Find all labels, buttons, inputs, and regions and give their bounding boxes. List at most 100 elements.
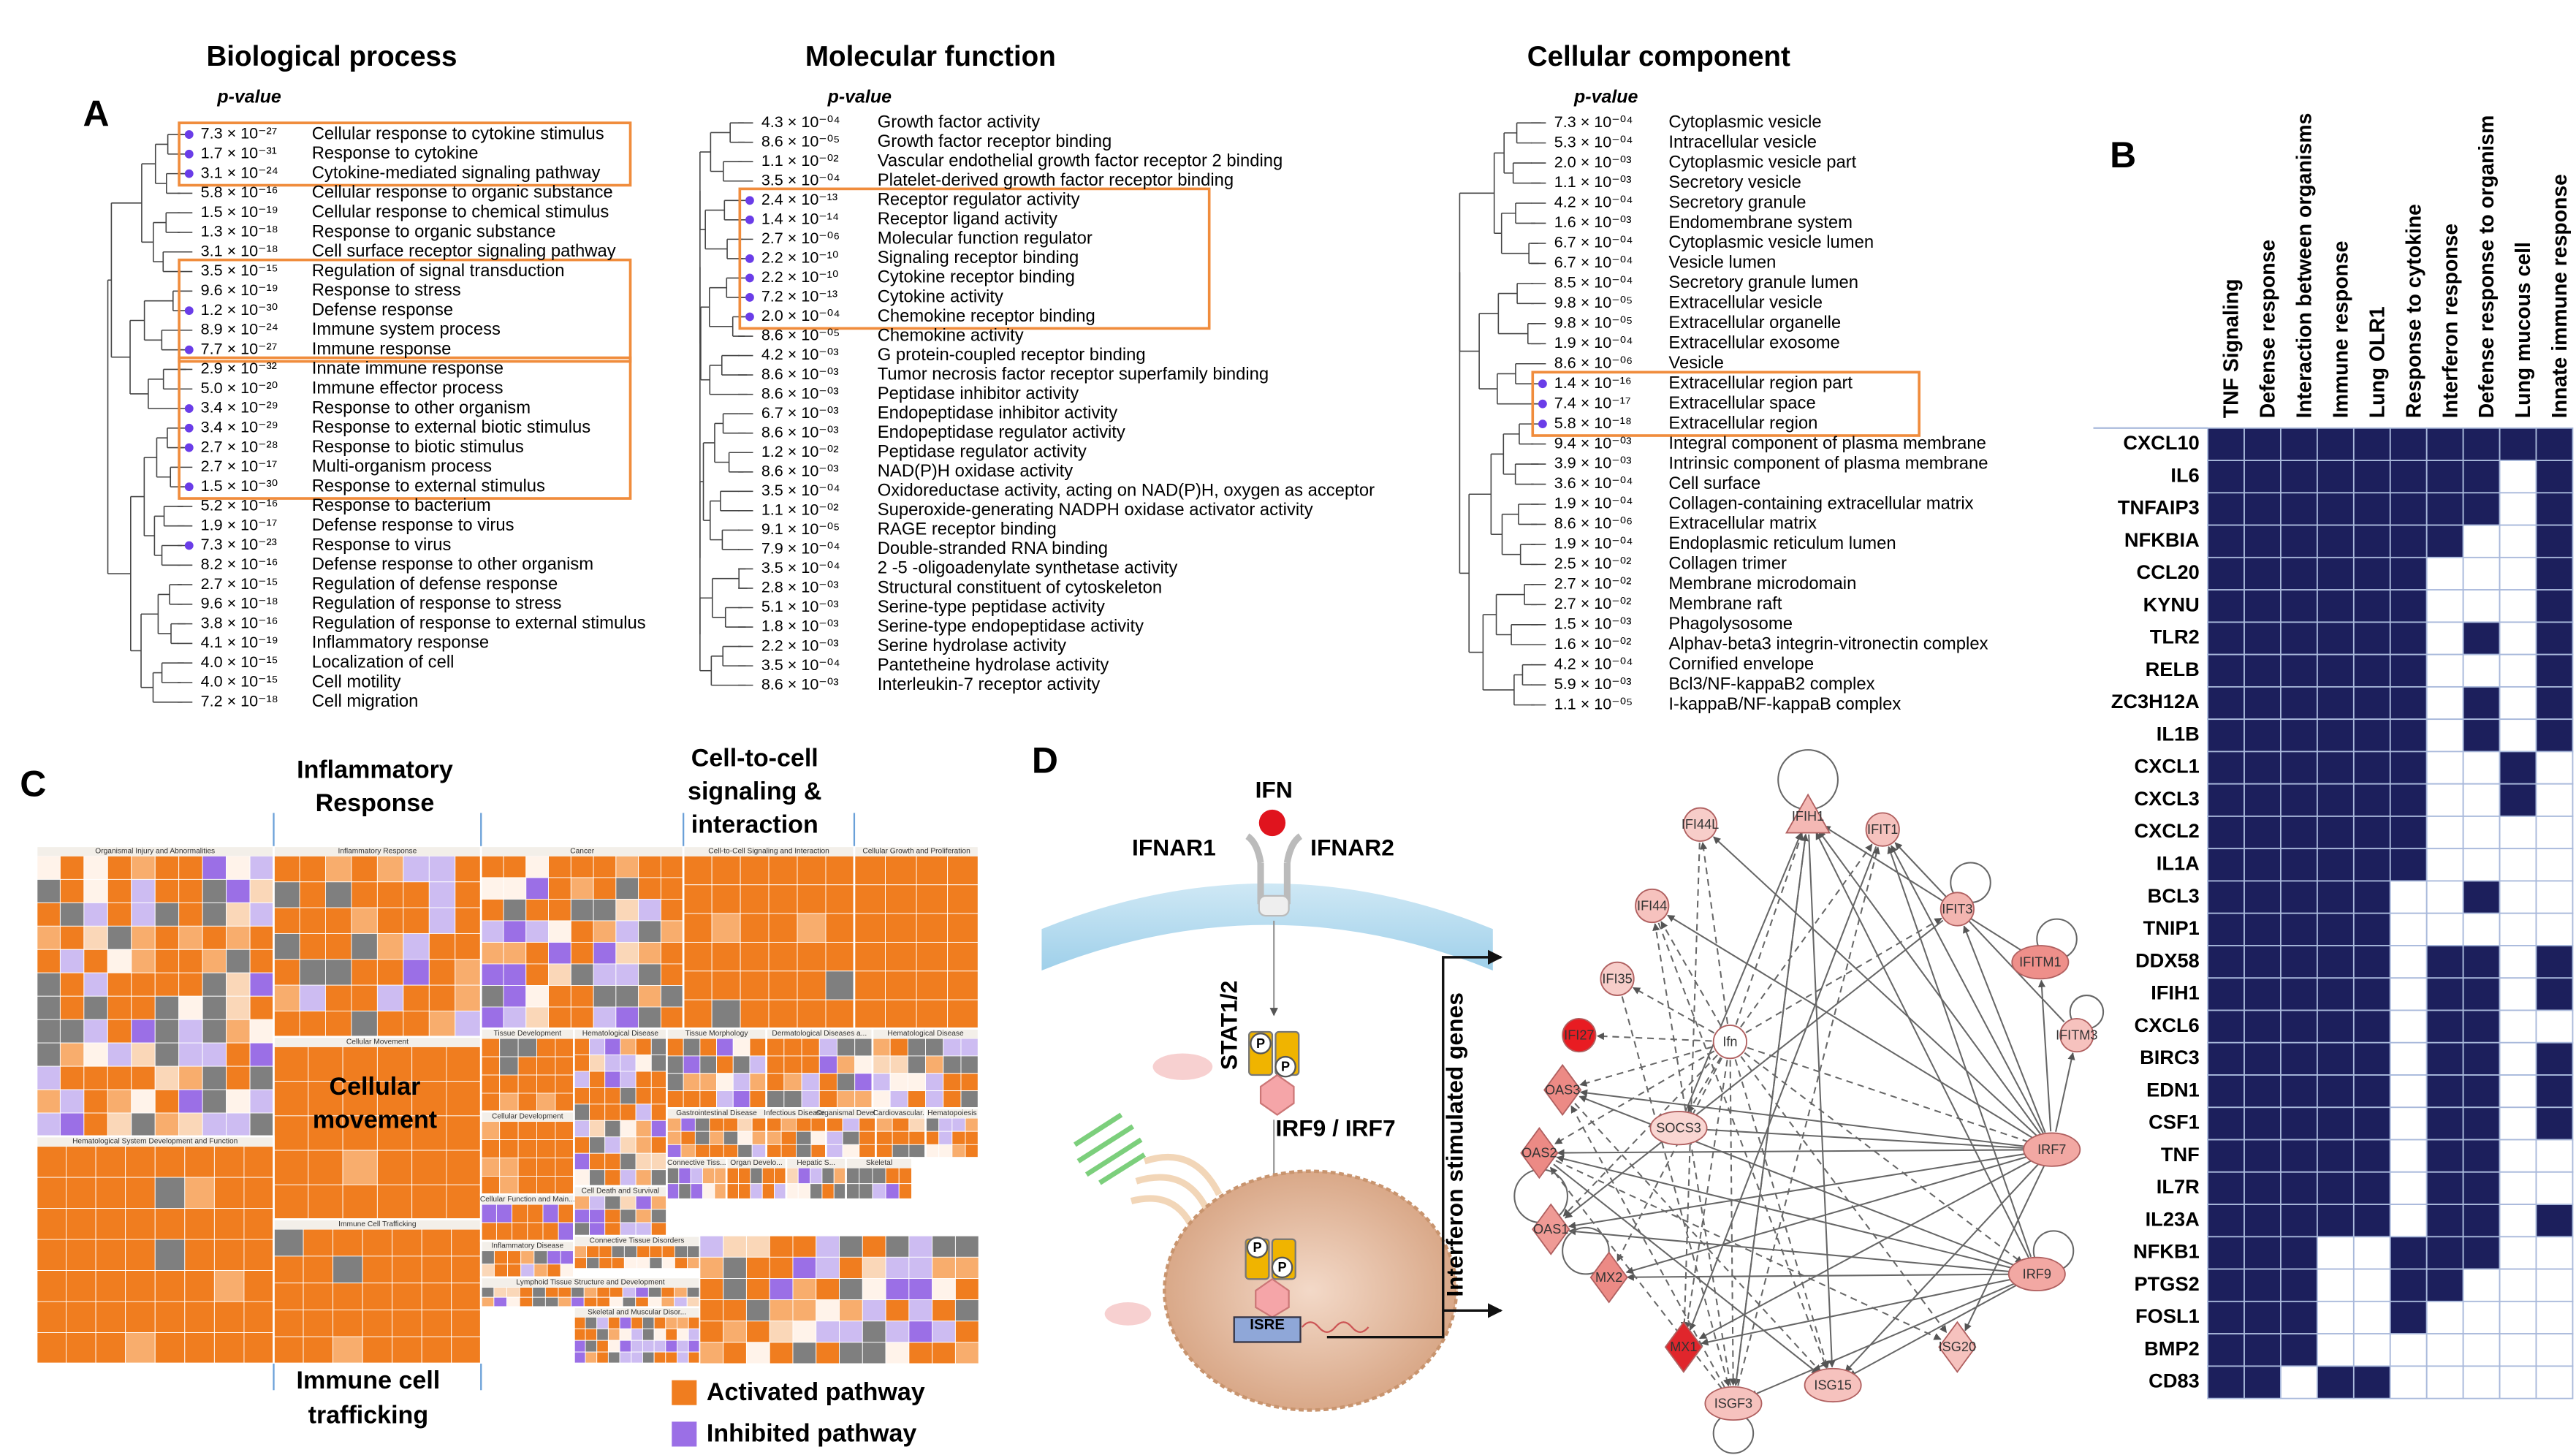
p-value: 9.4 × 10⁻⁰³ [1554, 433, 1632, 452]
treemap-cell [792, 1235, 817, 1258]
panel-label: C [20, 763, 46, 804]
matrix-cell [2317, 880, 2355, 914]
term-name: Bcl3/NF-kappaB2 complex [1668, 674, 1874, 694]
treemap-cell [732, 1055, 751, 1074]
section-header [36, 846, 274, 856]
treemap-cell [766, 1073, 785, 1092]
treemap-cell [517, 1074, 537, 1094]
treemap-cell [520, 1264, 535, 1278]
treemap-cell [596, 1328, 609, 1341]
treemap-cell [36, 1239, 67, 1271]
treemap-cell [517, 1158, 537, 1177]
treemap-cell [570, 898, 594, 922]
treemap-cell [184, 1146, 215, 1178]
treemap-cell [544, 1287, 559, 1298]
treemap-cell [615, 920, 639, 943]
p-value: 2.7 × 10⁻¹⁷ [201, 457, 278, 475]
treemap-cell [925, 1117, 940, 1132]
treemap-cell [619, 1340, 632, 1353]
treemap-cell [83, 855, 108, 880]
matrix-cell [2462, 912, 2501, 946]
treemap-cell [951, 1117, 966, 1132]
matrix-cell [2499, 1171, 2537, 1205]
matrix-cell [2243, 621, 2281, 656]
highlight-dot [184, 482, 194, 492]
gene-label: TNIP1 [2143, 916, 2200, 939]
treemap-cell [36, 1270, 67, 1302]
term-name: Platelet-derived growth factor receptor … [878, 170, 1234, 190]
treemap-cell [131, 925, 156, 950]
treemap-cell [178, 949, 203, 973]
matrix-cell [2425, 1041, 2464, 1076]
treemap-cell [650, 1152, 667, 1171]
treemap-cell [95, 1177, 126, 1209]
treemap-cell [303, 1309, 334, 1337]
matrix-cell [2207, 880, 2245, 914]
section-label: Cellular Development [492, 1112, 563, 1120]
matrix-cell [2243, 751, 2281, 785]
treemap-cell [604, 1136, 621, 1154]
treemap-cell [683, 1090, 701, 1109]
treemap-cell [797, 855, 827, 886]
treemap-section: Hematological Disease [572, 1027, 668, 1188]
term-name: Immune response [312, 339, 452, 359]
treemap-cell [548, 898, 571, 922]
treemap-cell [573, 1103, 590, 1121]
matrix-cell [2280, 653, 2318, 688]
matrix-cell [2389, 621, 2428, 656]
treemap-cell [480, 984, 504, 1008]
matrix-cell [2425, 1074, 2464, 1109]
treemap-cell [825, 999, 855, 1029]
treemap-cell [635, 1169, 652, 1187]
treemap-cell [480, 963, 504, 986]
p-value: 1.9 × 10⁻⁰⁴ [1554, 534, 1633, 552]
treemap-cell [362, 1283, 393, 1310]
treemap-cell [650, 1120, 667, 1138]
term-name: NAD(P)H oxidase activity [878, 461, 1074, 481]
treemap-cell [816, 1235, 840, 1258]
matrix-cell [2317, 492, 2355, 526]
treemap-cell [797, 1167, 811, 1185]
treemap-cell [740, 913, 770, 943]
treemap-cell [766, 1055, 785, 1074]
p-value: 4.0 × 10⁻¹⁵ [201, 653, 278, 671]
treemap-cell [650, 1087, 667, 1105]
matrix-cell [2243, 1236, 2281, 1270]
treemap-cell [816, 1342, 840, 1364]
treemap-cell [573, 1340, 586, 1353]
matrix-cell [2352, 524, 2391, 558]
treemap-cell [745, 1342, 770, 1364]
treemap-cell [95, 1332, 126, 1364]
p-value: 7.4 × 10⁻¹⁷ [1554, 393, 1631, 411]
membrane [1041, 883, 1493, 971]
treemap-cell [653, 1340, 666, 1353]
treemap-cell [506, 1287, 520, 1298]
receptor [1245, 833, 1303, 905]
matrix-cell [2280, 816, 2318, 850]
p-value: 2.9 × 10⁻³² [201, 359, 277, 377]
matrix-cell [2535, 1171, 2574, 1205]
treemap-cell [647, 1296, 662, 1308]
treemap-cell [766, 1090, 785, 1109]
treemap-cell [59, 855, 85, 880]
treemap-cell [837, 1055, 856, 1074]
treemap-cell [525, 941, 550, 965]
matrix-cell [2243, 1333, 2281, 1367]
matrix-cell [2280, 1106, 2318, 1141]
network-edge [2055, 1052, 2075, 1132]
p-value: 2.5 × 10⁻⁰² [1554, 554, 1632, 572]
p-value: 4.2 × 10⁻⁰⁴ [1554, 654, 1633, 672]
callout-label: Immune cell [297, 1367, 441, 1394]
treemap-cell [623, 1245, 638, 1258]
network-node [2059, 1017, 2094, 1053]
treemap-cell [36, 972, 61, 997]
matrix-cell [2389, 1333, 2428, 1367]
treemap-cell [593, 963, 617, 986]
treemap-cell [59, 902, 85, 927]
treemap-cell [303, 1283, 334, 1310]
treemap-cell [650, 1209, 667, 1223]
treemap-cell [620, 1087, 637, 1105]
treemap-cell [480, 1121, 501, 1140]
matrix-cell [2462, 653, 2501, 688]
treemap-cell [107, 855, 132, 880]
